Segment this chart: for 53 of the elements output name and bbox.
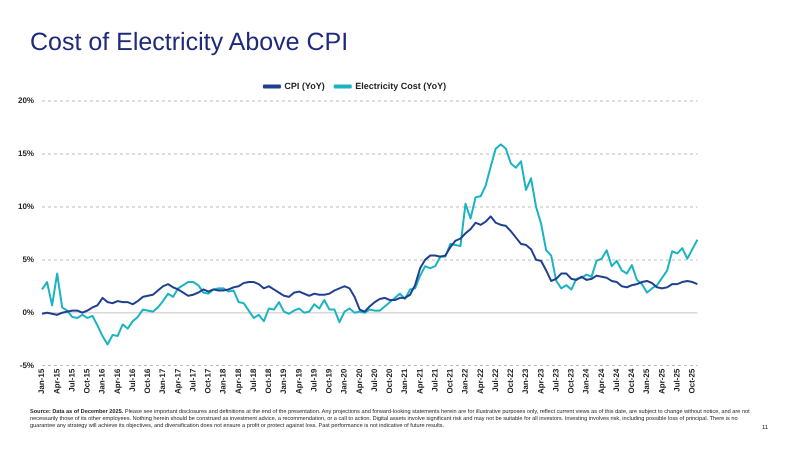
y-tick-label: 20% — [18, 96, 34, 106]
x-tick-label: Apr-24 — [596, 368, 606, 394]
x-tick-label: Oct-19 — [324, 368, 334, 394]
x-tick-label: Jan-22 — [460, 368, 470, 394]
x-tick-label: Apr-21 — [415, 368, 424, 394]
x-tick-label: Jul-19 — [309, 368, 318, 392]
x-tick-label: Jul-17 — [188, 368, 198, 392]
x-tick-label: Jan-21 — [400, 368, 410, 394]
y-tick-label: 15% — [18, 149, 34, 158]
x-tick-label: Oct-16 — [143, 368, 152, 394]
x-tick-label: Oct-23 — [566, 368, 576, 394]
x-tick-label: Oct-18 — [264, 368, 274, 394]
y-tick-label: 10% — [18, 202, 34, 212]
x-tick-label: Jul-23 — [551, 368, 560, 392]
x-tick-label: Jan-24 — [582, 368, 591, 394]
x-tick-label: Jul-15 — [67, 368, 76, 392]
x-tick-label: Apr-20 — [354, 368, 364, 394]
x-tick-label: Jan-15 — [37, 368, 46, 394]
x-tick-label: Jul-20 — [370, 368, 379, 392]
x-tick-label: Oct-24 — [627, 368, 636, 394]
x-tick-label: Jan-19 — [279, 368, 288, 394]
x-tick-label: Oct-20 — [385, 368, 394, 394]
x-tick-label: Jul-18 — [248, 368, 258, 392]
legend-label: Electricity Cost (YoY) — [355, 80, 446, 91]
x-tick-label: Apr-16 — [112, 368, 122, 394]
x-tick-label: Apr-22 — [476, 368, 485, 394]
x-tick-label: Oct-25 — [688, 368, 697, 394]
x-tick-label: Apr-19 — [294, 368, 304, 394]
y-tick-label: 5% — [22, 254, 34, 264]
legend-label: CPI (YoY) — [284, 80, 325, 91]
x-tick-label: Jul-22 — [490, 368, 500, 392]
x-tick-label: Jan-16 — [98, 368, 107, 394]
x-tick-label: Oct-15 — [82, 368, 92, 394]
x-tick-label: Oct-22 — [506, 368, 516, 394]
x-tick-label: Jan-20 — [340, 368, 349, 394]
chart-title: Cost of Electricity Above CPI — [30, 28, 348, 57]
x-tick-label: Apr-23 — [536, 368, 546, 394]
y-tick-label: -5% — [20, 360, 34, 370]
x-tick-label: Jan-17 — [158, 368, 168, 394]
x-tick-label: Oct-21 — [446, 368, 455, 394]
x-tick-label: Jul-16 — [128, 368, 137, 392]
x-tick-label: Apr-17 — [173, 368, 182, 394]
x-tick-label: Jul-24 — [612, 368, 621, 392]
x-tick-label: Jul-25 — [672, 368, 682, 392]
x-tick-label: Jan-25 — [642, 368, 652, 394]
x-tick-label: Oct-17 — [204, 368, 213, 394]
x-tick-label: Apr-15 — [52, 368, 62, 394]
x-tick-label: Jul-21 — [430, 368, 440, 392]
x-tick-label: Apr-25 — [657, 368, 666, 394]
y-tick-label: 0% — [22, 308, 34, 317]
x-tick-label: Jan-18 — [218, 368, 228, 394]
x-tick-label: Jan-23 — [521, 368, 530, 394]
x-tick-label: Apr-18 — [234, 368, 243, 394]
